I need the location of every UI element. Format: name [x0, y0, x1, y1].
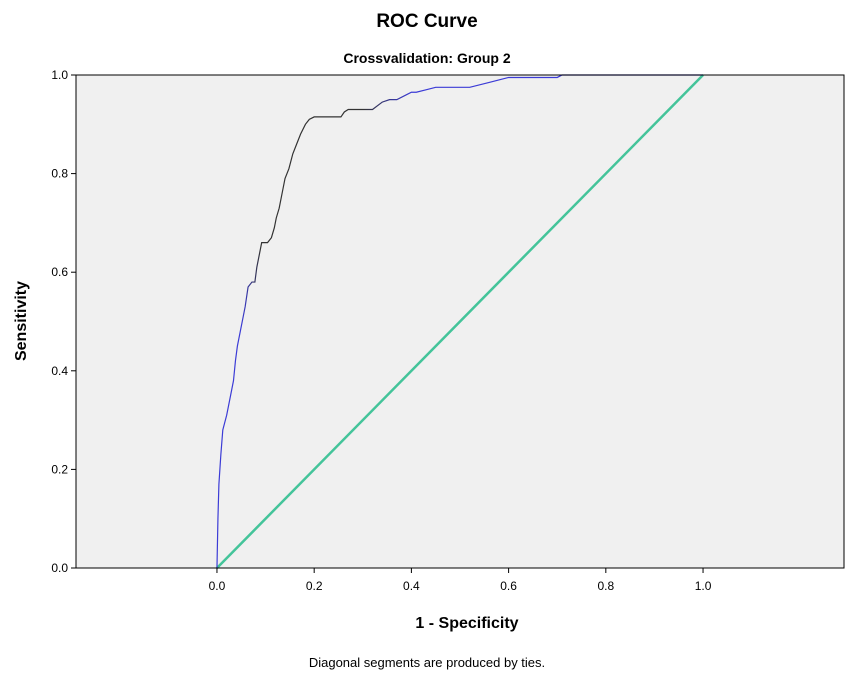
- x-axis-label: 1 - Specificity: [415, 615, 518, 632]
- roc-curve-line: [216, 74, 704, 569]
- x-tick-label-0: 0.0: [209, 579, 226, 593]
- x-tick-label-2: 0.4: [403, 579, 420, 593]
- x-tick-label-3: 0.6: [500, 579, 517, 593]
- x-tick-label-5: 1.0: [695, 579, 712, 593]
- y-tick-label-0: 0.0: [51, 561, 68, 575]
- y-tick-label-2: 0.4: [51, 364, 68, 378]
- y-tick-label-1: 0.2: [51, 462, 68, 476]
- x-tick-label-4: 0.8: [597, 579, 614, 593]
- y-tick-label-4: 0.8: [51, 167, 68, 181]
- y-tick-label-3: 0.6: [51, 265, 68, 279]
- chart-subtitle: Crossvalidation: Group 2: [343, 50, 510, 66]
- y-tick-label-5: 1.0: [51, 68, 68, 82]
- reference-diagonal-line: [216, 74, 704, 569]
- chart-title: ROC Curve: [376, 11, 477, 32]
- x-tick-label-1: 0.2: [306, 579, 323, 593]
- y-axis-label: Sensitivity: [13, 281, 30, 361]
- footnote: Diagonal segments are produced by ties.: [309, 655, 545, 670]
- plot-frame: [75, 74, 845, 569]
